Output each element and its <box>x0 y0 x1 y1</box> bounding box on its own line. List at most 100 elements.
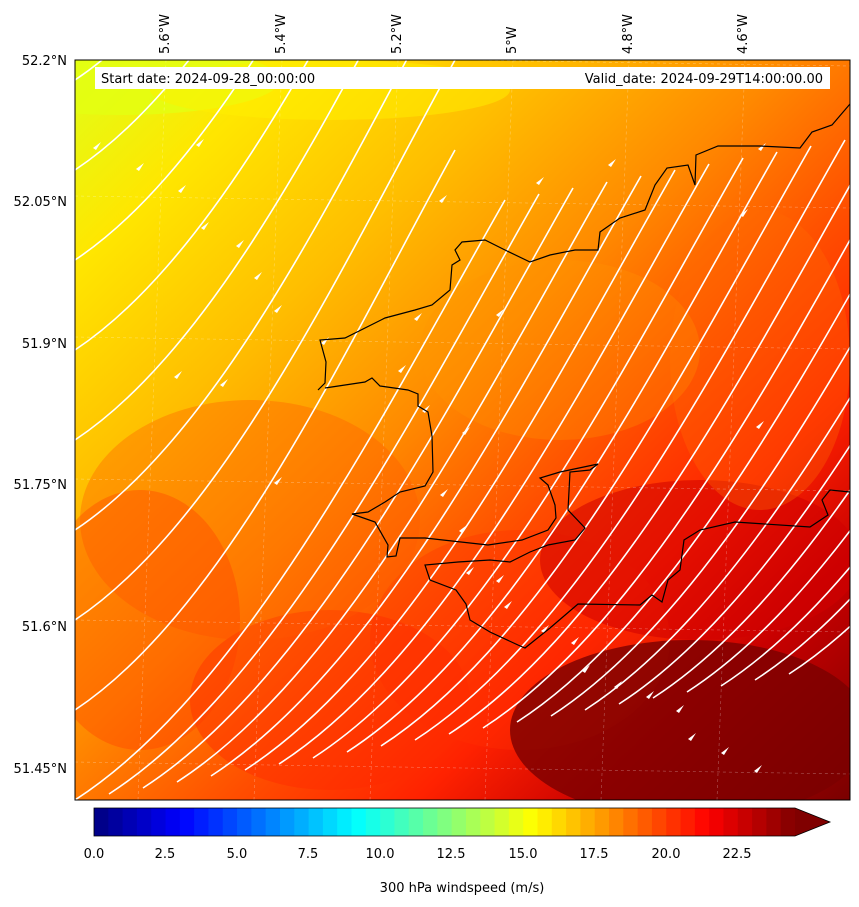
streamline <box>75 60 255 261</box>
streamline-arrow <box>504 601 512 609</box>
latitude-ticks: 52.2°N 52.05°N 51.9°N 51.75°N 51.6°N 51.… <box>14 54 67 777</box>
streamline <box>448 183 850 735</box>
streamline <box>414 139 846 741</box>
colorbar-tick-label: 10.0 <box>366 847 395 862</box>
streamline-arrow <box>756 421 764 429</box>
streamline-arrow <box>196 139 204 147</box>
colorbar-cell <box>408 808 424 836</box>
colorbar-cell <box>609 808 624 836</box>
info-bar: Start date: 2024-09-28_00:00:00 Valid_da… <box>95 67 830 89</box>
streamline <box>75 60 190 171</box>
colorbar-cell <box>279 808 295 836</box>
colorbar-cell <box>752 808 767 836</box>
colorbar-cell <box>179 808 195 836</box>
colorbar-label: 300 hPa windspeed (m/s) <box>380 881 545 896</box>
streamline-arrow <box>254 272 262 280</box>
streamline-arrow <box>496 575 504 583</box>
streamline-arrow <box>740 209 748 217</box>
colorbar-outline <box>93 807 832 837</box>
colorbar-cell <box>265 808 281 836</box>
colorbar-ticks: 0.0 2.5 5.0 7.5 10.0 12.5 15.0 17.5 20.0… <box>84 847 752 862</box>
lon-tick-label: 4.8°W <box>621 14 636 54</box>
colorbar-tick-label: 20.0 <box>652 847 681 862</box>
field-patch <box>670 210 850 510</box>
streamline <box>312 157 744 759</box>
colorbar-cell <box>780 808 796 836</box>
colorbar-tick-label: 15.0 <box>509 847 538 862</box>
lon-tick-label: 5.4°W <box>274 14 289 54</box>
lat-tick-label: 52.2°N <box>22 54 67 69</box>
colorbar-cell <box>723 808 739 836</box>
streamline <box>550 345 850 717</box>
streamline-arrow <box>439 195 447 203</box>
colorbar-cell <box>437 808 453 836</box>
streamline-arrow <box>758 143 766 151</box>
colorbar-cell <box>194 808 210 836</box>
streamline-arrow <box>178 185 186 193</box>
lat-tick-label: 51.45°N <box>14 762 67 777</box>
colorbar-cell <box>580 808 596 836</box>
colorbar-cell <box>136 808 152 836</box>
streamline <box>75 60 310 351</box>
colorbar-cell <box>222 808 238 836</box>
streamlines <box>75 60 850 800</box>
colorbar-cell <box>208 808 224 836</box>
colorbar-cell <box>766 808 782 836</box>
colorbar-cell <box>251 808 267 836</box>
coastline <box>317 103 850 649</box>
streamline <box>652 488 850 699</box>
colorbar-cell <box>508 808 524 836</box>
longitude-ticks: 5.6°W 5.4°W 5.2°W 5°W 4.8°W 4.6°W <box>158 14 751 54</box>
colorbar-cell <box>494 808 510 836</box>
colorbar-cells <box>94 808 796 836</box>
streamline <box>176 181 608 783</box>
streamline-arrow <box>536 177 544 185</box>
streamline <box>75 60 408 531</box>
colorbar-cell <box>480 808 496 836</box>
lon-tick-label: 5.2°W <box>390 14 405 54</box>
streamline-arrow <box>688 733 696 741</box>
streamline-arrow <box>440 489 448 497</box>
colorbar-cell <box>637 808 653 836</box>
map-frame <box>74 59 851 801</box>
colorbar-tick-label: 2.5 <box>155 847 176 862</box>
colorbar-cell <box>451 808 467 836</box>
streamline-arrow <box>201 222 209 230</box>
colorbar-cell <box>594 808 610 836</box>
colorbar-cell <box>680 808 696 836</box>
lat-tick-label: 51.6°N <box>22 620 67 635</box>
colorbar-tick-label: 17.5 <box>580 847 609 862</box>
streamline-arrow <box>676 705 684 713</box>
streamline <box>686 529 850 693</box>
streamline-arrow <box>274 477 282 485</box>
streamline-arrow <box>614 681 622 689</box>
colorbar-cell <box>108 808 124 836</box>
streamline <box>278 163 710 765</box>
field-patch <box>540 480 850 640</box>
colorbar-cell <box>651 808 667 836</box>
streamline-arrow <box>541 625 549 633</box>
colorbar-tick-label: 5.0 <box>227 847 248 862</box>
streamline-arrow <box>136 163 144 171</box>
colorbar-cell <box>380 808 396 836</box>
field-patch <box>510 640 850 800</box>
streamline <box>108 193 540 795</box>
colorbar-tick-label: 7.5 <box>298 847 319 862</box>
streamline <box>346 151 778 753</box>
colorbar-tick-label: 22.5 <box>723 847 752 862</box>
colorbar-cell <box>465 808 481 836</box>
colorbar-cell <box>237 808 252 836</box>
colorbar-cell <box>365 808 381 836</box>
streamline-arrow <box>398 365 406 373</box>
colorbar-cell <box>537 808 553 836</box>
lat-tick-label: 52.05°N <box>14 195 67 210</box>
colorbar-cell <box>337 808 353 836</box>
colorbar-cell <box>566 808 582 836</box>
streamline-arrow <box>466 567 474 575</box>
colorbar-cell <box>351 808 367 836</box>
streamline <box>720 565 850 687</box>
colorbar-extend-arrow <box>795 808 830 836</box>
lon-tick-label: 5°W <box>505 26 520 54</box>
info-bar-background <box>95 67 830 89</box>
